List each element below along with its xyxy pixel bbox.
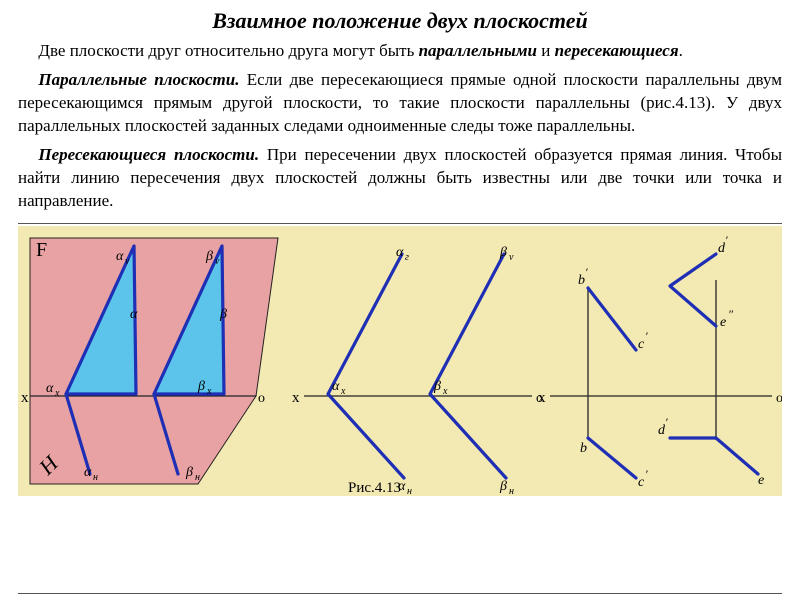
svg-text:e: e [758, 473, 764, 488]
svg-text:α: α [84, 465, 92, 480]
svg-text:o: o [776, 391, 782, 406]
svg-text:н: н [93, 472, 98, 483]
svg-text:α: α [46, 381, 54, 396]
svg-text:x: x [292, 390, 300, 406]
svg-text:′: ′ [585, 265, 588, 279]
intersect-heading: Пересекающиеся плоскости. [38, 145, 259, 164]
intro-text-mid: и [537, 41, 555, 60]
parallel-heading: Параллельные плоскости. [38, 70, 239, 89]
svg-text:x: x [538, 390, 546, 406]
svg-text:F: F [36, 239, 47, 261]
svg-text:α: α [332, 379, 340, 394]
document-page: Взаимное положение двух плоскостей Две п… [0, 0, 800, 600]
svg-text:x: x [54, 388, 60, 399]
svg-text:β: β [185, 465, 193, 480]
svg-text:β: β [197, 379, 205, 394]
svg-text:н: н [509, 486, 514, 496]
svg-text:Рис.4.13: Рис.4.13 [348, 480, 401, 496]
svg-text:β: β [219, 307, 227, 322]
svg-text:β: β [499, 245, 507, 260]
intro-paragraph: Две плоскости друг относительно друга мо… [18, 40, 782, 63]
svg-text:v: v [125, 256, 130, 267]
svg-text:′: ′ [645, 329, 648, 343]
svg-text:x: x [340, 386, 346, 397]
svg-text:x: x [206, 386, 212, 397]
svg-text:e: e [720, 315, 726, 330]
intro-emph-1: параллельными [419, 41, 537, 60]
figure-4-13: xoFHαvααxαнβvββxβнxoαгβvαxβxαнβнxob′c′bc… [18, 223, 782, 594]
svg-text:′: ′ [725, 233, 728, 247]
intro-text-post: . [679, 41, 683, 60]
svg-text:o: o [258, 391, 265, 406]
intro-text-pre: Две плоскости друг относительно друга мо… [38, 41, 418, 60]
svg-text:v: v [509, 252, 514, 263]
svg-text:α: α [130, 307, 138, 322]
svg-text:x: x [21, 390, 29, 406]
svg-text:г: г [405, 252, 409, 263]
svg-text:′: ′ [665, 415, 668, 429]
svg-text:′: ′ [645, 467, 648, 481]
intersect-paragraph: Пересекающиеся плоскости. При пересечени… [18, 144, 782, 213]
figure-svg: xoFHαvααxαнβvββxβнxoαгβvαxβxαнβнxob′c′bc… [18, 226, 782, 496]
svg-text:β: β [433, 379, 441, 394]
svg-text:н: н [195, 472, 200, 483]
svg-text:b: b [580, 441, 587, 456]
svg-text:н: н [407, 486, 412, 496]
svg-text:β: β [205, 249, 213, 264]
intro-emph-2: пересекающиеся [555, 41, 679, 60]
svg-text:β: β [499, 479, 507, 494]
parallel-paragraph: Параллельные плоскости. Если две пересек… [18, 69, 782, 138]
page-title: Взаимное положение двух плоскостей [18, 8, 782, 34]
svg-text:c: c [638, 475, 645, 490]
svg-text:v: v [215, 256, 220, 267]
svg-text:b: b [578, 273, 585, 288]
svg-text:c: c [638, 337, 645, 352]
svg-text:x: x [442, 386, 448, 397]
svg-text:α: α [116, 249, 124, 264]
svg-text:α: α [396, 245, 404, 260]
